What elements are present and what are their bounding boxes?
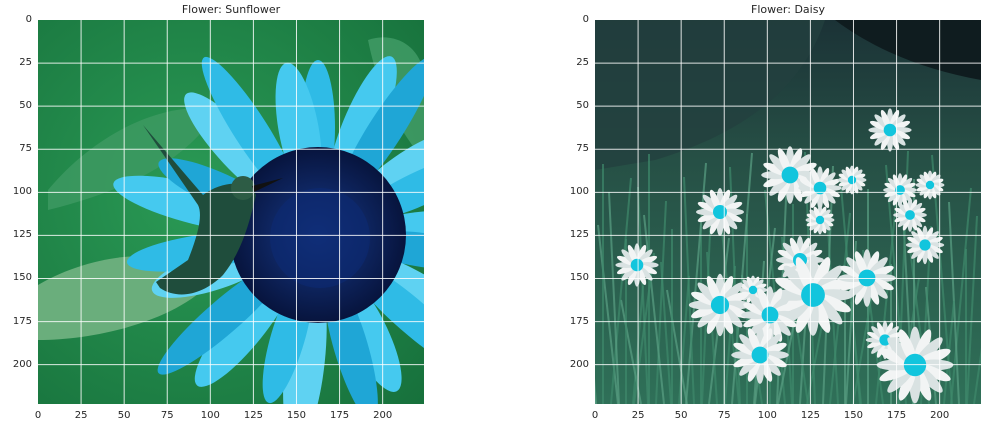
y-tick-label: 100 <box>569 186 589 198</box>
grass-blade <box>966 215 978 404</box>
daisy-flower <box>688 273 752 337</box>
daisy-flower <box>838 249 896 307</box>
y-tick-label: 175 <box>569 315 589 327</box>
hummingbird-beak <box>252 178 283 192</box>
daisy-flower <box>615 243 659 287</box>
x-tick-label: 125 <box>800 410 820 421</box>
daisy-image <box>595 20 981 404</box>
x-tick-label: 150 <box>286 410 307 421</box>
grass-blade <box>950 187 972 404</box>
y-tick-label: 150 <box>569 272 589 284</box>
grass-blade <box>683 176 695 404</box>
x-tick-label: 25 <box>74 410 88 421</box>
daisy-flower <box>876 326 954 404</box>
panel-sunflower: Flower: Sunflower <box>13 0 424 432</box>
x-tick-label: 175 <box>330 410 350 421</box>
grass-blade <box>610 177 632 404</box>
panel-daisy: Flower: Daisy 0 25 50 75 100 125 150 175 200 0 25… <box>570 0 981 432</box>
panel-title: Flower: Sunflower <box>181 3 281 16</box>
x-tick-label: 25 <box>631 410 645 421</box>
x-tick-label: 150 <box>843 410 864 421</box>
tree-bark <box>835 20 981 80</box>
leaf-shape <box>48 108 218 210</box>
x-tick-label: 0 <box>591 410 599 421</box>
daisy-flower <box>761 146 819 204</box>
daisy-flower <box>868 108 912 152</box>
y-tick-label: 50 <box>576 100 589 112</box>
y-tick-label: 150 <box>12 272 32 284</box>
image-axes <box>38 20 424 404</box>
image-axes <box>595 20 981 404</box>
daisy-flower <box>798 166 842 210</box>
x-tick-label: 175 <box>887 410 907 421</box>
y-tick-label: 125 <box>569 229 589 241</box>
x-tick-label: 125 <box>243 410 263 421</box>
y-tick-label: 50 <box>19 100 32 112</box>
grass-blade <box>875 202 897 404</box>
grass-blade <box>643 214 665 404</box>
grass-blade <box>973 347 981 404</box>
panel-title: Flower: Daisy <box>751 3 825 16</box>
daisy-flower <box>893 198 927 232</box>
y-tick-label: 75 <box>19 143 32 155</box>
y-tick-label: 0 <box>582 14 589 25</box>
hummingbird-head <box>231 176 255 200</box>
grass-blade <box>666 289 688 404</box>
daisy-flower <box>905 225 945 265</box>
x-tick-label: 0 <box>34 410 42 421</box>
y-tick-label: 25 <box>576 57 589 69</box>
y-tick-label: 75 <box>576 143 589 155</box>
sunflower-image <box>38 20 424 404</box>
x-tick-label: 75 <box>717 410 731 421</box>
y-tick-label: 175 <box>12 315 32 327</box>
daisy-flower <box>837 165 867 195</box>
daisy-flower <box>696 188 744 236</box>
grass-blade <box>608 191 620 404</box>
x-tick-label: 50 <box>674 410 688 421</box>
grass-blade <box>655 200 667 404</box>
y-tick-label: 100 <box>12 186 32 198</box>
y-tick-label: 0 <box>25 14 32 25</box>
x-tick-label: 50 <box>117 410 131 421</box>
x-tick-label: 75 <box>160 410 174 421</box>
hummingbird <box>143 125 256 295</box>
daisy-flower <box>805 205 835 235</box>
sunflower-center-inner <box>270 188 370 288</box>
x-tick-label: 100 <box>200 410 220 421</box>
x-tick-label: 100 <box>757 410 777 421</box>
x-tick-label: 200 <box>930 410 950 421</box>
y-tick-label: 200 <box>12 358 32 370</box>
y-tick-label: 25 <box>19 57 32 69</box>
daisy-flower <box>731 326 789 384</box>
grass-blade <box>850 301 862 404</box>
x-tick-label: 200 <box>373 410 393 421</box>
y-tick-label: 125 <box>12 229 32 241</box>
grass-blade <box>597 224 619 404</box>
grass-blade <box>852 287 874 404</box>
y-tick-label: 200 <box>569 358 589 370</box>
